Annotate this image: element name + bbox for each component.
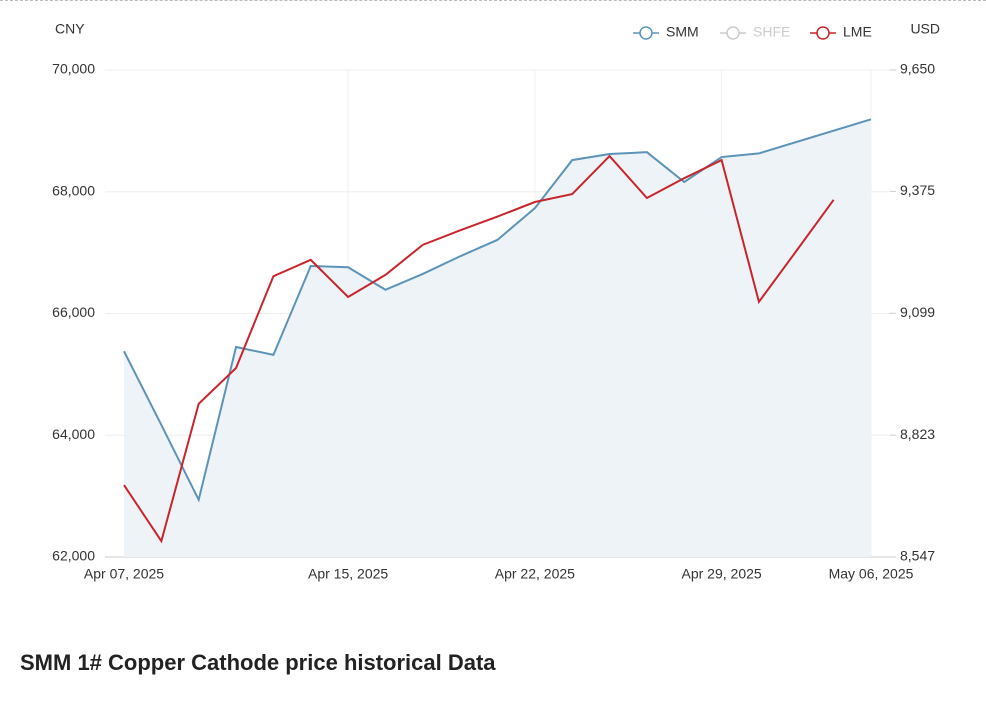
legend-marker bbox=[816, 26, 830, 40]
y2-tick-label: 8,823 bbox=[900, 426, 935, 442]
y-tick-label: 66,000 bbox=[52, 304, 95, 320]
y-tick-label: 64,000 bbox=[52, 426, 95, 442]
legend-marker bbox=[726, 26, 740, 40]
chart: CNY USD 62,000 64,000 66,000 68,000 70,000 8,… bbox=[52, 21, 940, 582]
x-tick-label: Apr 15, 2025 bbox=[308, 566, 388, 582]
y2-axis-label: USD bbox=[910, 21, 940, 37]
x-tick-label: Apr 22, 2025 bbox=[495, 566, 575, 582]
y-tick-label: 62,000 bbox=[52, 548, 95, 564]
line bbox=[123, 154, 835, 544]
chart-title: SMM 1# Copper Cathode price historical D… bbox=[20, 650, 496, 675]
x-tick-label: Apr 29, 2025 bbox=[682, 566, 762, 582]
area bbox=[124, 119, 871, 557]
line bbox=[123, 118, 872, 503]
y2-tick-label: 8,547 bbox=[900, 548, 935, 564]
x-tick-label: Apr 07, 2025 bbox=[84, 566, 164, 582]
y-tick-label: 70,000 bbox=[52, 61, 95, 77]
legend-label[interactable]: SHFE bbox=[753, 24, 790, 40]
y2-tick-label: 9,375 bbox=[900, 182, 935, 198]
legend-label[interactable]: LME bbox=[843, 24, 872, 40]
y-tick-label: 68,000 bbox=[52, 182, 95, 198]
top-border bbox=[0, 0, 986, 1]
legend-marker bbox=[639, 26, 653, 40]
y-axis-label: CNY bbox=[55, 21, 85, 37]
y2-tick-label: 9,099 bbox=[900, 304, 935, 320]
legend-label[interactable]: SMM bbox=[666, 24, 699, 40]
y2-tick-label: 9,650 bbox=[900, 61, 935, 77]
x-tick-label: May 06, 2025 bbox=[829, 566, 914, 582]
